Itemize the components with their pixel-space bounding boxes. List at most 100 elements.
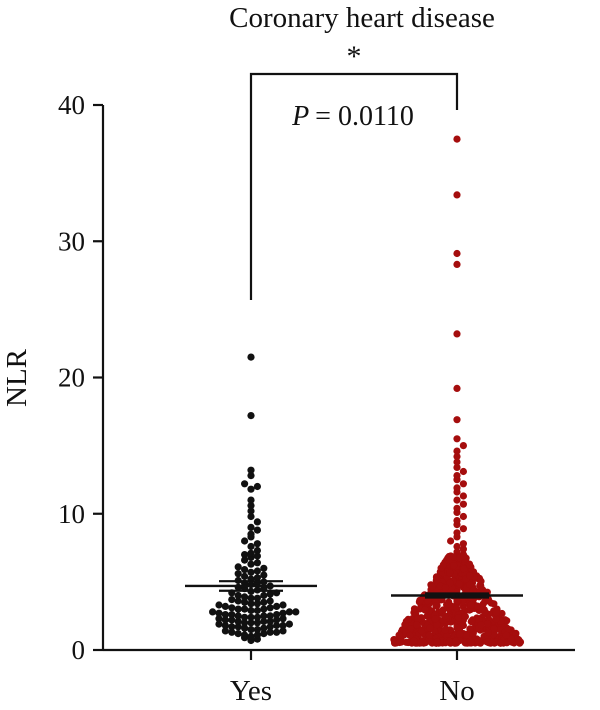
data-point-yes xyxy=(273,602,281,611)
data-point-yes xyxy=(247,626,255,634)
significance-bracket xyxy=(249,72,459,300)
axes xyxy=(101,105,575,652)
data-point-no xyxy=(484,628,492,637)
data-point-no xyxy=(477,583,485,591)
data-point-yes xyxy=(228,623,236,631)
data-point-no xyxy=(497,639,505,647)
data-point-yes xyxy=(221,602,229,611)
data-point-no xyxy=(406,631,414,640)
data-point-no xyxy=(452,637,460,646)
data-point-no xyxy=(441,612,449,620)
data-point-yes xyxy=(234,617,242,626)
data-point-yes xyxy=(273,611,281,619)
chart-title: Coronary heart disease xyxy=(229,2,495,34)
data-point-no xyxy=(453,435,461,443)
data-point-yes xyxy=(241,566,249,574)
data-point-yes xyxy=(279,621,287,630)
data-point-no xyxy=(432,573,441,581)
data-point-no xyxy=(453,452,461,461)
data-point-yes xyxy=(247,619,255,627)
data-point-yes xyxy=(247,549,255,557)
data-point-yes xyxy=(266,604,274,612)
data-point-no xyxy=(421,606,429,614)
data-point-yes xyxy=(266,617,274,626)
data-point-yes xyxy=(234,597,242,605)
data-point-yes xyxy=(266,612,274,620)
mean-sem-bars xyxy=(185,580,523,599)
data-point-no xyxy=(459,467,467,476)
data-point-no xyxy=(453,416,461,424)
data-point-yes xyxy=(247,594,255,602)
data-point-no xyxy=(453,463,461,471)
data-point-no xyxy=(453,447,461,455)
data-point-yes xyxy=(253,540,261,548)
significance-star: * xyxy=(347,40,362,73)
data-point-no xyxy=(453,597,461,605)
data-point-yes xyxy=(215,620,223,628)
data-point-no xyxy=(502,639,511,647)
data-point-no xyxy=(487,599,495,607)
data-point-no xyxy=(395,631,403,639)
data-point-yes xyxy=(247,606,255,615)
data-point-no xyxy=(441,626,449,634)
data-point-yes xyxy=(221,616,229,624)
data-point-yes xyxy=(260,564,268,572)
data-point-no xyxy=(477,577,485,585)
data-point-yes xyxy=(273,616,281,624)
data-point-yes xyxy=(260,598,268,606)
data-point-yes xyxy=(285,608,293,616)
data-point-yes xyxy=(253,594,261,602)
data-point-yes xyxy=(260,591,268,600)
data-point-no xyxy=(425,631,433,639)
data-point-no xyxy=(431,615,440,623)
p-value-label: P = 0.0110 xyxy=(291,101,414,132)
data-point-no xyxy=(466,580,474,589)
data-point-no xyxy=(459,442,467,450)
data-point-yes xyxy=(285,620,293,628)
y-tick-label: 40 xyxy=(58,90,85,120)
data-point-yes xyxy=(241,631,249,639)
data-point-yes xyxy=(228,604,236,612)
data-point-no xyxy=(453,458,461,466)
data-point-yes xyxy=(241,537,249,545)
data-point-yes xyxy=(253,518,261,526)
data-point-yes xyxy=(215,615,223,623)
data-point-yes xyxy=(279,615,287,623)
data-point-no xyxy=(461,613,469,621)
data-point-no xyxy=(465,561,473,569)
data-point-yes xyxy=(247,412,255,420)
data-point-no xyxy=(507,635,515,643)
y-tick-label: 0 xyxy=(72,635,86,665)
data-point-yes xyxy=(247,530,255,538)
data-point-no xyxy=(441,584,450,592)
data-point-yes xyxy=(241,613,249,621)
significance-annotation: * P = 0.0110 xyxy=(249,40,459,300)
data-point-no xyxy=(459,480,467,488)
data-point-yes xyxy=(247,502,255,510)
data-point-yes xyxy=(215,601,223,609)
data-point-yes xyxy=(253,552,261,560)
data-point-no xyxy=(490,625,498,633)
data-point-yes xyxy=(241,551,249,559)
data-points xyxy=(209,135,525,647)
data-point-yes xyxy=(260,612,268,620)
data-point-yes xyxy=(260,571,268,579)
data-point-no xyxy=(477,621,485,629)
data-point-yes xyxy=(253,526,261,534)
data-point-no xyxy=(455,580,463,588)
data-point-no xyxy=(453,384,461,392)
data-point-no xyxy=(453,135,461,143)
data-point-no xyxy=(395,638,404,647)
data-point-yes xyxy=(241,605,249,613)
data-point-yes xyxy=(234,605,242,613)
data-point-no xyxy=(492,609,500,617)
data-point-no xyxy=(466,572,474,580)
data-point-yes xyxy=(247,472,255,480)
y-axis-title: NLR xyxy=(1,348,33,407)
data-point-no xyxy=(459,492,467,500)
data-point-yes xyxy=(241,593,249,601)
data-point-yes xyxy=(260,617,268,626)
data-point-yes xyxy=(247,542,255,551)
data-point-yes xyxy=(279,609,287,617)
